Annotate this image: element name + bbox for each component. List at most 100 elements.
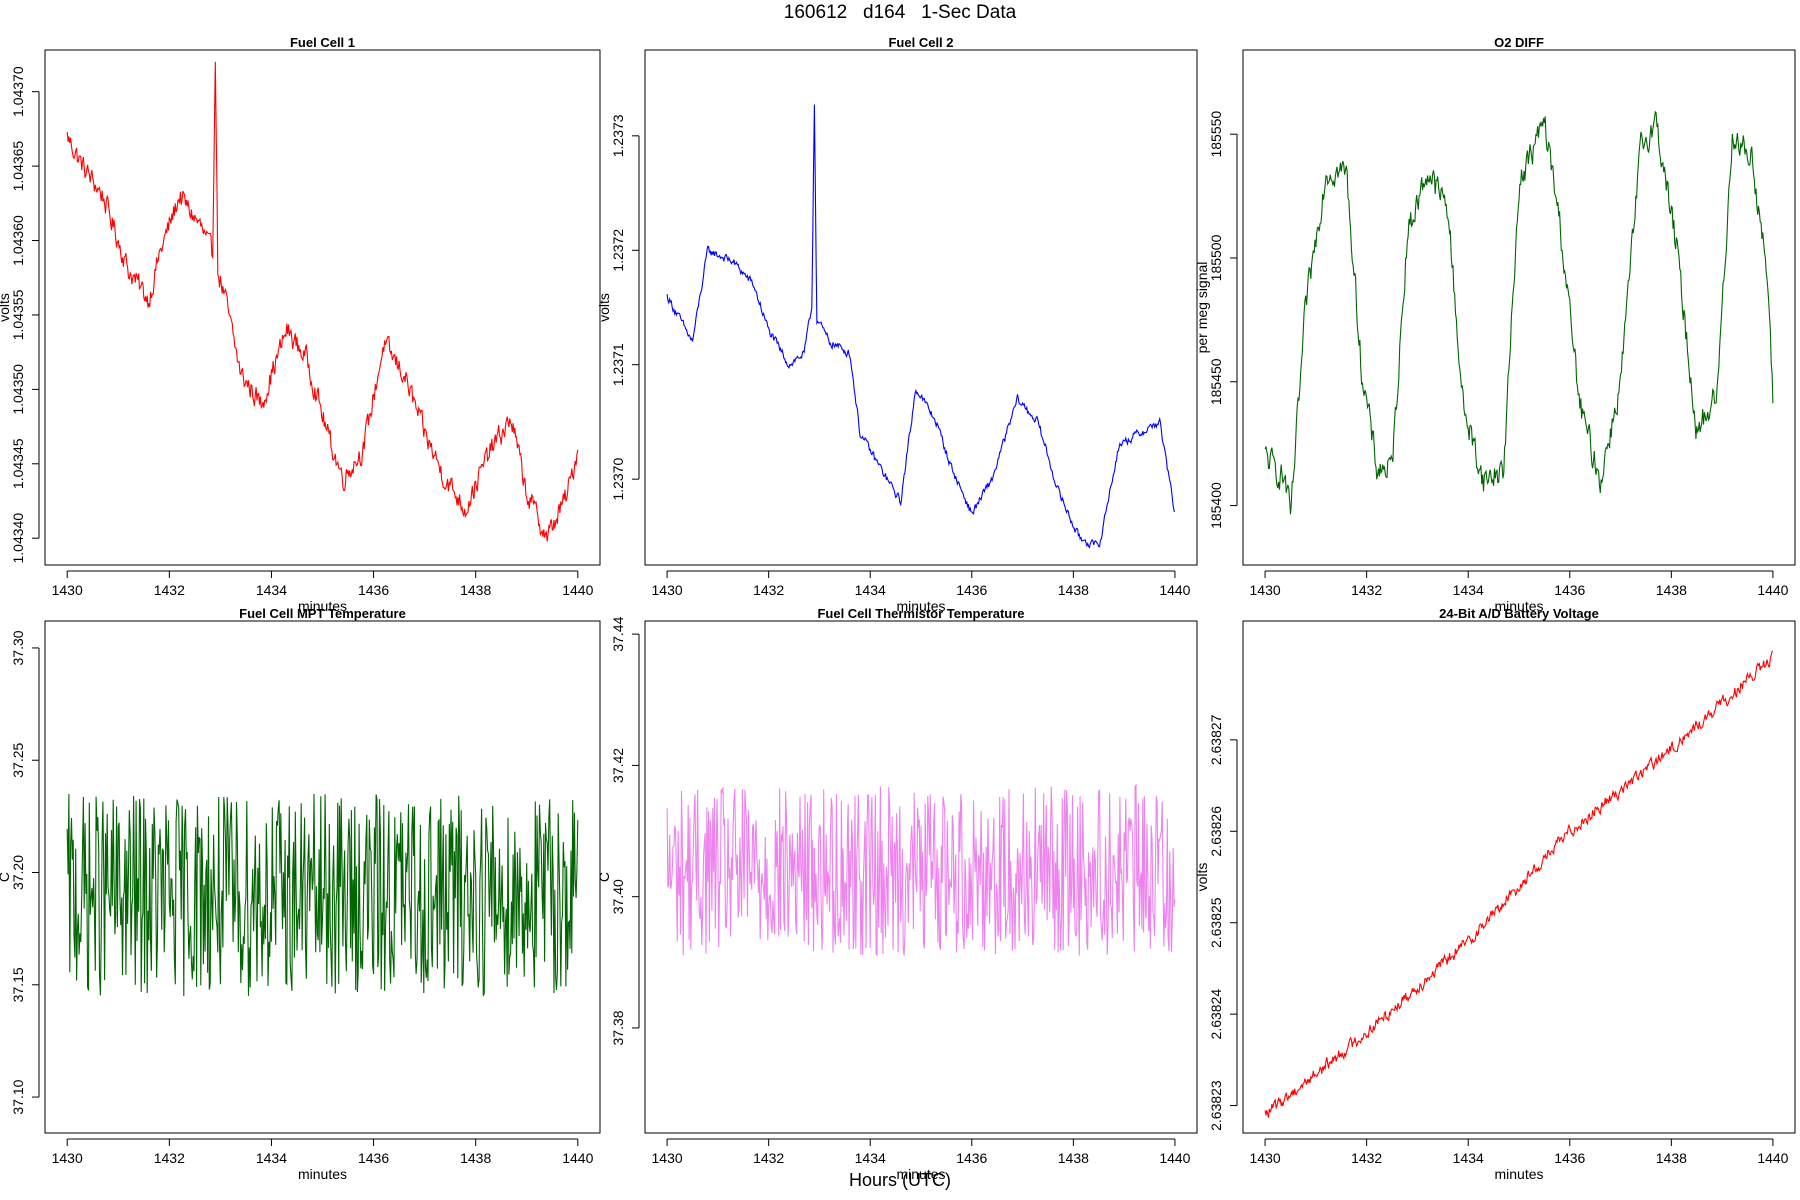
y-tick-label: 1.04340 <box>10 513 26 564</box>
x-tick-label: 1436 <box>1554 1150 1585 1166</box>
x-tick-label: 1432 <box>154 582 185 598</box>
y-tick-label: 37.38 <box>610 1010 626 1045</box>
x-tick-label: 1430 <box>652 1150 683 1166</box>
plot-frame <box>44 49 601 566</box>
page-title: 160612 d164 1-Sec Data <box>783 2 1017 23</box>
y-axis-label: C <box>0 872 12 882</box>
x-tick-label: 1438 <box>1656 1150 1687 1166</box>
y-tick-label: 37.15 <box>10 967 26 1002</box>
panel-4: Fuel Cell MPT Temperature 1430 1432 1434 143… <box>0 606 601 1182</box>
x-tick-label: 1440 <box>1757 1150 1788 1166</box>
y-tick-label: 1.2373 <box>610 114 626 157</box>
x-tick-label: 1436 <box>956 1150 987 1166</box>
x-axis-label: minutes <box>298 1166 347 1182</box>
x-tick-label: 1434 <box>855 1150 886 1166</box>
x-axis-label: minutes <box>1494 1166 1543 1182</box>
series-line <box>66 61 579 542</box>
chart-title: Fuel Cell 2 <box>888 35 953 50</box>
y-axis-label: per meg signal <box>1194 262 1210 354</box>
x-tick-label: 1430 <box>1250 1150 1281 1166</box>
x-tick-label: 1436 <box>358 1150 389 1166</box>
x-tick-label: 1438 <box>1058 1150 1089 1166</box>
x-tick-label: 1440 <box>1159 1150 1190 1166</box>
y-tick-label: 185450 <box>1208 358 1224 405</box>
x-axis-label: minutes <box>1494 598 1543 614</box>
y-tick-label: 1.04370 <box>10 66 26 117</box>
panel-5: Fuel Cell Thermistor Temperature 1430 1432… <box>596 606 1198 1182</box>
x-tick-label: 1432 <box>1351 582 1382 598</box>
plot-frame <box>1242 49 1796 566</box>
series-line <box>666 783 1176 957</box>
chart-title: 24-Bit A/D Battery Voltage <box>1439 606 1599 621</box>
y-tick-label: 2.63825 <box>1208 897 1224 948</box>
x-tick-label: 1436 <box>358 582 389 598</box>
series-line <box>1264 110 1774 515</box>
plot-frame <box>644 49 1198 566</box>
chart-title: Fuel Cell Thermistor Temperature <box>817 606 1024 621</box>
plot-frame <box>44 620 601 1134</box>
x-tick-label: 1438 <box>1656 582 1687 598</box>
x-tick-label: 1434 <box>855 582 886 598</box>
x-tick-label: 1432 <box>753 582 784 598</box>
x-tick-label: 1432 <box>154 1150 185 1166</box>
x-tick-label: 1440 <box>1757 582 1788 598</box>
x-tick-label: 1436 <box>956 582 987 598</box>
y-tick-label: 1.04355 <box>10 289 26 340</box>
x-axis-label: minutes <box>298 598 347 614</box>
y-tick-label: 2.63827 <box>1208 714 1224 765</box>
y-axis-label: volts <box>596 293 612 322</box>
y-tick-label: 1.04360 <box>10 215 26 266</box>
panel-6: 24-Bit A/D Battery Voltage 1430 1432 1434 14… <box>1194 606 1796 1182</box>
x-tick-label: 1432 <box>1351 1150 1382 1166</box>
y-tick-label: 37.42 <box>610 748 626 783</box>
x-tick-label: 1436 <box>1554 582 1585 598</box>
y-tick-label: 185400 <box>1208 482 1224 529</box>
y-axis-label: volts <box>0 293 12 322</box>
y-tick-label: 2.63823 <box>1208 1080 1224 1131</box>
y-tick-label: 37.25 <box>10 743 26 778</box>
chart-title: Fuel Cell 1 <box>290 35 355 50</box>
y-tick-label: 185500 <box>1208 234 1224 281</box>
plot-frame <box>644 620 1198 1134</box>
y-axis-label: volts <box>1194 863 1210 892</box>
y-tick-label: 1.04345 <box>10 438 26 489</box>
series-line <box>1264 650 1774 1118</box>
panel-3: O2 DIFF 1430 1432 1434 1436 1438 1440 minutes 18… <box>1194 35 1796 614</box>
x-tick-label: 1434 <box>1453 582 1484 598</box>
x-tick-label: 1438 <box>1058 582 1089 598</box>
y-tick-label: 1.2371 <box>610 343 626 386</box>
y-tick-label: 2.63824 <box>1208 989 1224 1040</box>
x-tick-label: 1430 <box>652 582 683 598</box>
y-tick-label: 1.2372 <box>610 229 626 272</box>
y-tick-label: 1.04365 <box>10 141 26 192</box>
x-axis-label: minutes <box>896 598 945 614</box>
y-tick-label: 37.20 <box>10 855 26 890</box>
x-tick-label: 1430 <box>1250 582 1281 598</box>
x-tick-label: 1430 <box>52 1150 83 1166</box>
y-tick-label: 1.04350 <box>10 364 26 415</box>
y-tick-label: 37.40 <box>610 879 626 914</box>
plot-frame <box>1242 620 1796 1134</box>
common-x-axis-label: Hours (UTC) <box>849 1170 951 1190</box>
y-tick-label: 2.63826 <box>1208 806 1224 857</box>
y-tick-label: 1.2370 <box>610 458 626 501</box>
x-tick-label: 1438 <box>460 1150 491 1166</box>
x-tick-label: 1434 <box>256 582 287 598</box>
x-axis-label: minutes <box>896 1166 945 1182</box>
x-tick-label: 1432 <box>753 1150 784 1166</box>
y-axis-label: C <box>596 872 612 882</box>
x-tick-label: 1434 <box>1453 1150 1484 1166</box>
chart-title: O2 DIFF <box>1494 35 1544 50</box>
series-line <box>666 104 1175 549</box>
y-tick-label: 37.10 <box>10 1079 26 1114</box>
y-tick-label: 37.44 <box>610 616 626 651</box>
series-line <box>66 793 579 997</box>
chart-title: Fuel Cell MPT Temperature <box>239 606 406 621</box>
panel-2: Fuel Cell 2 1430 1432 1434 1436 1438 1440 minut… <box>596 35 1198 614</box>
x-tick-label: 1440 <box>1159 582 1190 598</box>
y-tick-label: 185550 <box>1208 111 1224 158</box>
x-tick-label: 1440 <box>562 582 593 598</box>
x-tick-label: 1440 <box>562 1150 593 1166</box>
x-tick-label: 1438 <box>460 582 491 598</box>
